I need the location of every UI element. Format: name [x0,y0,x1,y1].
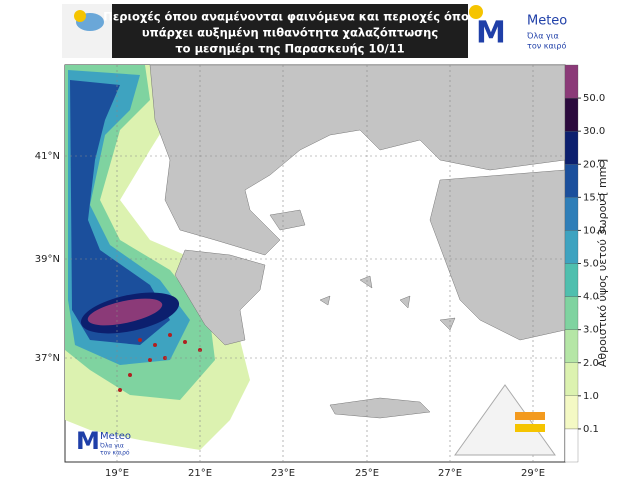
lat-label: 37°N [35,353,60,364]
colorbar-segment [564,197,579,231]
logo-tagline: τον καιρό [527,41,566,51]
colorbar-segment [564,164,579,198]
title-line: Περιοχές όπου αναμένονται φαινόμενα και … [103,10,477,24]
map: M Meteo Όλα για τον καιρό [64,64,566,463]
land-islands [269,209,456,331]
hail-marker [138,338,142,342]
colorbar-tick-label: 1.0 [583,391,599,402]
colorbar-tick-label: 50.0 [583,93,605,104]
hail-markers [118,333,202,392]
lon-label: 29°E [521,468,545,479]
colorbar-segment [564,263,579,297]
graticule [65,65,565,462]
colorbar-tick-label: 10.0 [583,225,605,236]
hail-marker [118,388,122,392]
hail-marker [128,373,132,377]
logo-name: Meteo [527,14,567,29]
sun-icon [74,10,86,22]
hail-marker [148,358,152,362]
precip-max [87,298,163,326]
logo-sun [469,5,483,19]
logo-tagline: Όλα για [526,31,559,41]
colorbar-segment [564,395,579,430]
hail-marker [168,333,172,337]
logo-box [468,4,580,58]
colorbar-segment [564,428,579,463]
map-logo-tagline: Όλα για [99,443,124,450]
title-line: το μεσημέρι της Παρασκευής 10/11 [175,42,404,56]
colorbar-tick-label: 0.1 [583,424,599,435]
lon-label: 25°E [355,468,379,479]
colorbar-segment [564,64,579,99]
map-logo-mark: M [76,427,100,455]
map-logo-name: Meteo [100,431,131,442]
colorbar-tick-label: 20.0 [583,159,605,170]
land-peloponnese [174,249,266,346]
logo-mark: M [476,16,506,51]
land-crete [329,397,431,419]
lon-label: 21°E [188,468,212,479]
precip-area [70,80,170,345]
colorbar-segment [564,362,579,396]
colorbar-segment [564,296,579,330]
title-line: υπάρχει αυξημένη πιθανότητα χαλαζόπτωσης [142,26,438,40]
title-box [112,4,468,58]
colorbar-segment [564,97,579,132]
lat-label: 41°N [35,151,60,162]
land-balkans [149,64,566,256]
colorbar-tick-label: 4.0 [583,292,599,303]
colorbar-segment [564,329,579,363]
colorbar-tick-label: 30.0 [583,126,605,137]
hail-marker [183,340,187,344]
lon-label: 27°E [438,468,462,479]
lon-label: 23°E [271,468,295,479]
colorbar-tick-label: 5.0 [583,259,599,270]
hail-marker [153,343,157,347]
colorbar-tick-label: 3.0 [583,325,599,336]
map-logo-tagline: τον καιρό [100,450,130,457]
colorbar-tick-label: 15.0 [583,192,605,203]
legend-bar [515,412,545,420]
weather-icon-box [62,4,112,58]
colorbar-segment [564,230,579,264]
legend-bar [515,424,545,432]
lat-label: 39°N [35,254,60,265]
colorbar-tick-label: 2.0 [583,358,599,369]
lon-label: 19°E [105,468,129,479]
colorbar-segment [564,131,579,165]
colorbar-title: Αθροιστικό ύψος υετού 3ωρου [ mm ] [596,159,609,367]
